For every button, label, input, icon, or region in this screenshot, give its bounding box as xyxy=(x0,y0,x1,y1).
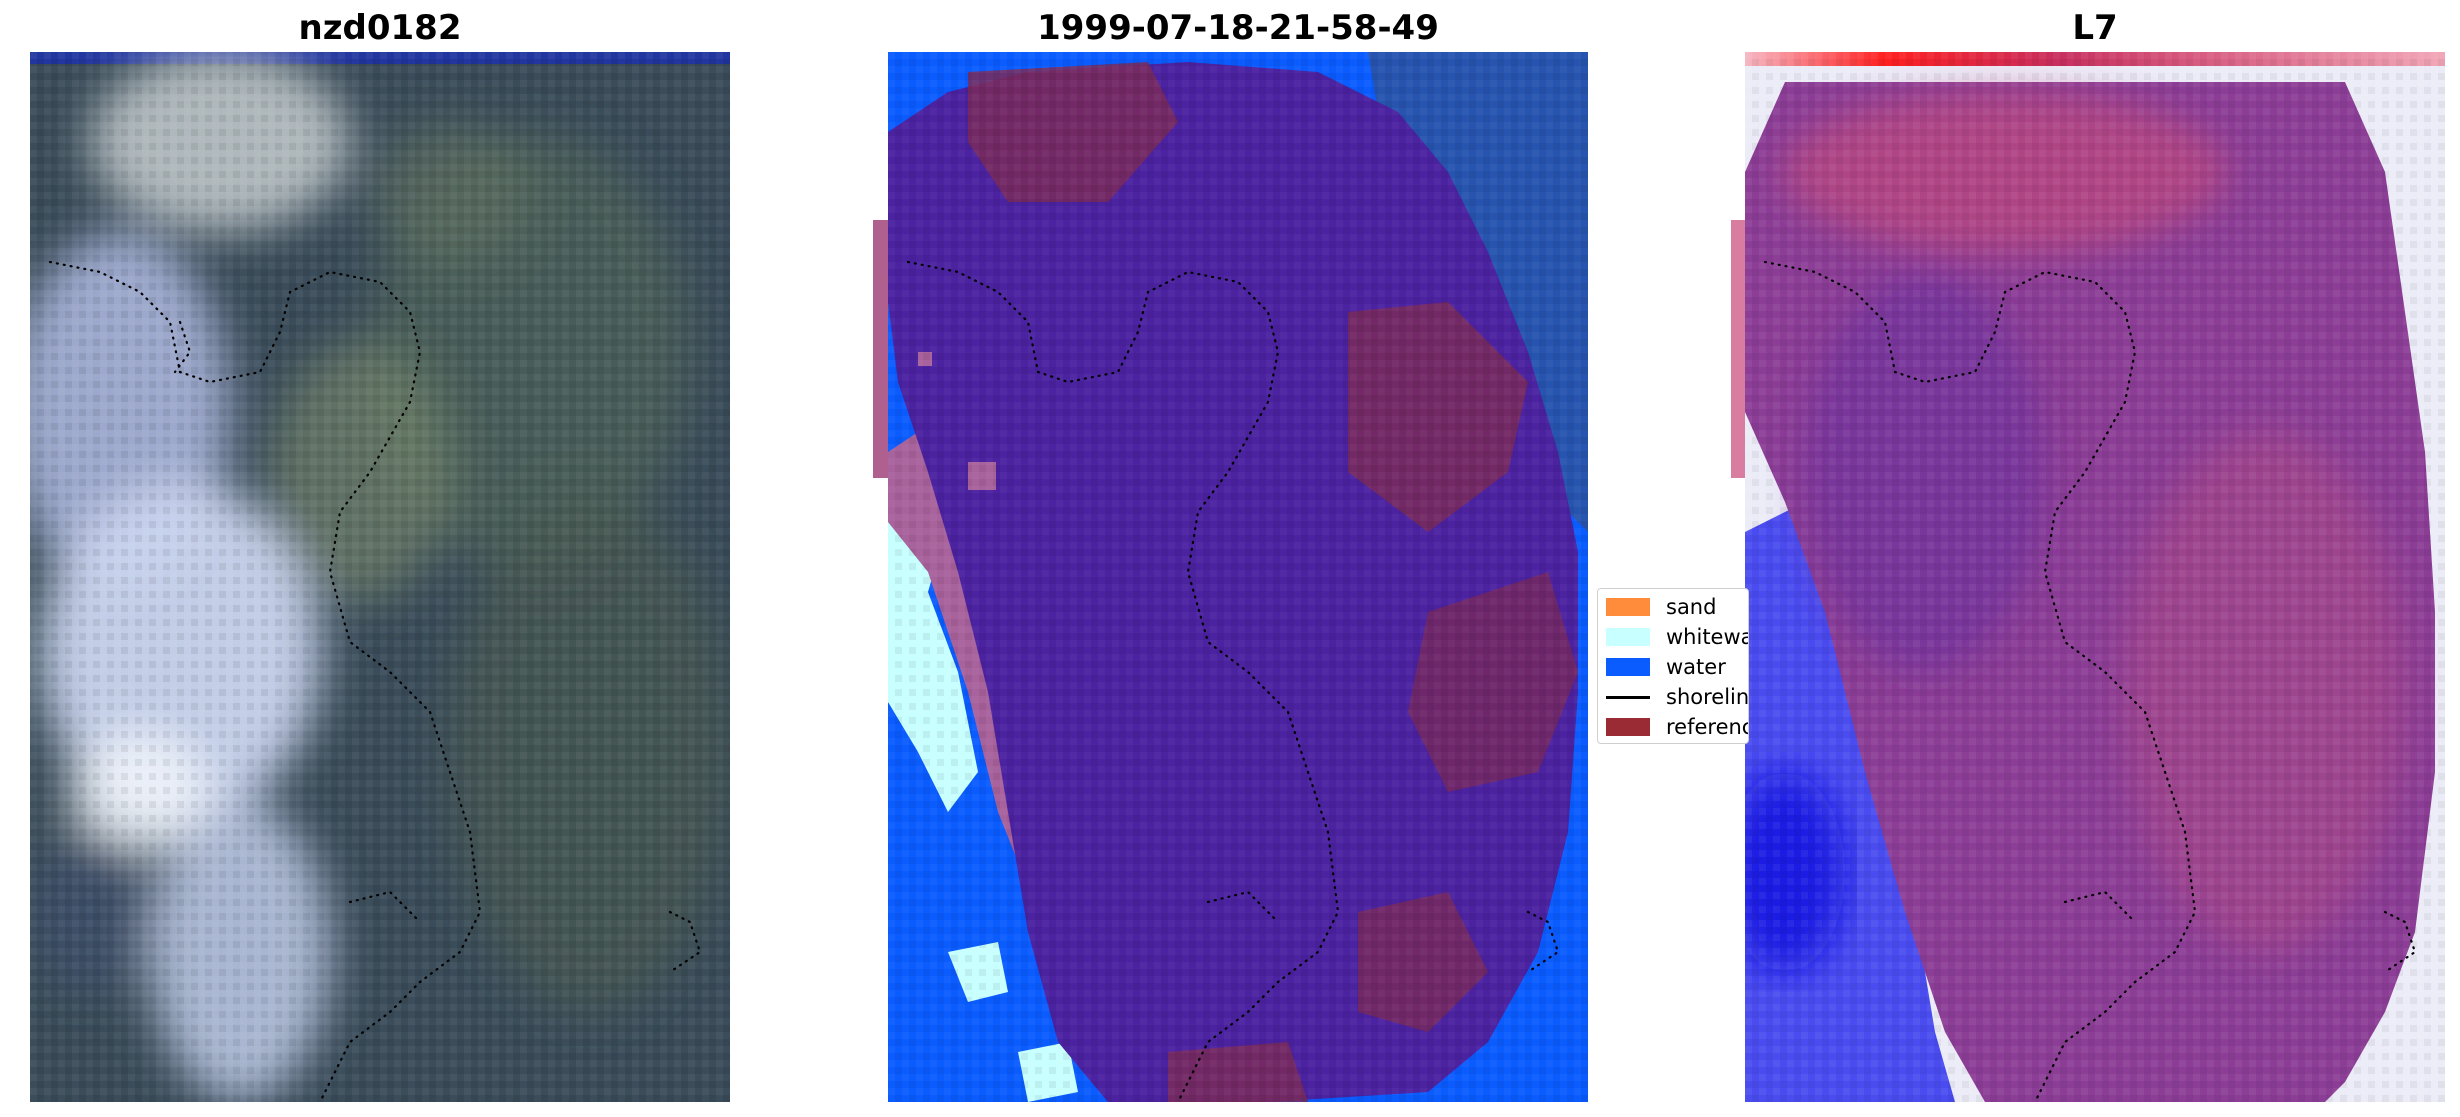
legend-item-water: water xyxy=(1606,652,1726,682)
classification-image xyxy=(888,52,1588,1102)
whitewater-swatch xyxy=(1606,628,1650,646)
legend-label: shoreline xyxy=(1666,685,1749,709)
legend-label: sand xyxy=(1666,595,1717,619)
legend: sand whitewater water shoreline referenc… xyxy=(1597,588,1749,744)
legend-item-shoreline: shoreline xyxy=(1606,682,1749,712)
rgb-image-panel xyxy=(30,52,730,1102)
shoreline-dots xyxy=(48,260,702,1102)
sand-swatch xyxy=(1606,598,1650,616)
legend-label: whitewater xyxy=(1666,625,1748,649)
index-panel xyxy=(1745,52,2445,1102)
legend-item-reference: reference xyxy=(1606,712,1748,742)
legend-label: water xyxy=(1666,655,1726,679)
index-image xyxy=(1745,52,2445,1102)
panel-title-rgb: nzd0182 xyxy=(298,8,462,48)
classification-panel xyxy=(888,52,1588,1102)
rgb-image xyxy=(30,52,730,1102)
panel-edge-strip xyxy=(1731,220,1747,478)
reference-swatch xyxy=(1606,718,1650,736)
panel-title-classified: 1999-07-18-21-58-49 xyxy=(1037,8,1439,48)
water-swatch xyxy=(1606,658,1650,676)
legend-item-sand: sand xyxy=(1606,592,1716,622)
legend-label: reference xyxy=(1666,715,1748,739)
panel-title-index: L7 xyxy=(2072,8,2118,48)
panel-edge-strip xyxy=(873,220,889,478)
legend-item-whitewater: whitewater xyxy=(1606,622,1748,652)
shoreline-line-icon xyxy=(1606,695,1650,699)
